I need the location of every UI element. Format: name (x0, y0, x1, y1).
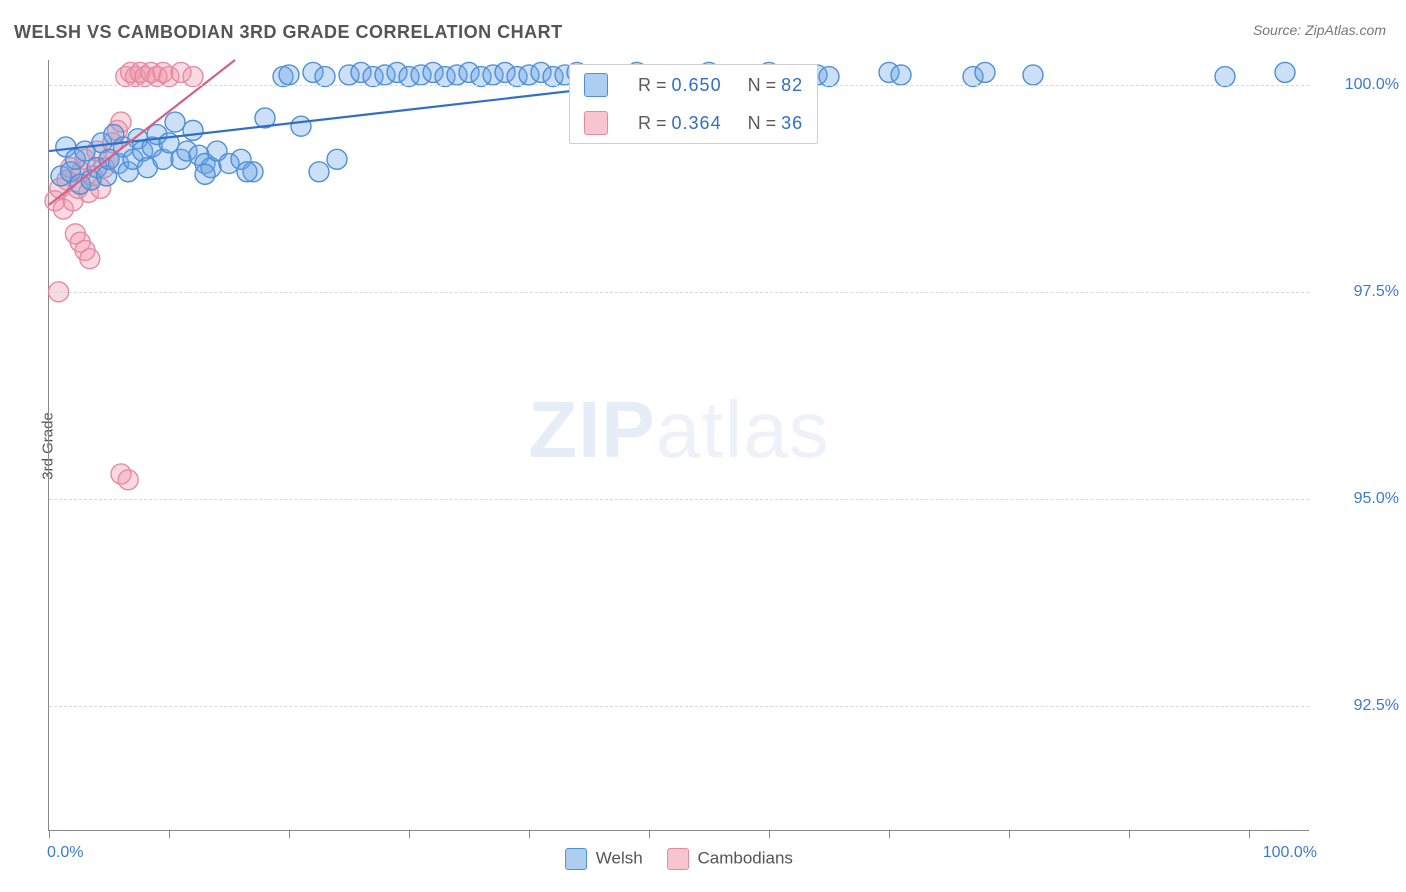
x-axis-max-label: 100.0% (1263, 844, 1317, 862)
y-tick-label: 100.0% (1319, 76, 1399, 94)
x-tick (1249, 830, 1250, 838)
data-point-welsh (291, 116, 311, 136)
stats-row-welsh: R = 0.650 N = 82 (572, 67, 815, 103)
data-point-camb (80, 249, 100, 269)
x-tick (49, 830, 50, 838)
data-point-welsh (891, 65, 911, 85)
gridline (49, 292, 1309, 293)
data-point-welsh (165, 112, 185, 132)
data-point-welsh (315, 67, 335, 87)
plot-area: ZIPatlas 100.0%97.5%95.0%92.5% 0.0% 100.… (48, 60, 1309, 831)
x-tick (1129, 830, 1130, 838)
source-attribution: Source: ZipAtlas.com (1253, 22, 1386, 38)
data-point-welsh (1023, 65, 1043, 85)
data-point-welsh (975, 62, 995, 82)
trend-line-welsh (49, 85, 625, 151)
stats-row-cambodians: R = 0.364 N = 36 (572, 105, 815, 141)
cambodians-swatch-icon (667, 848, 689, 870)
stats-legend: R = 0.650 N = 82 R = 0.364 N = 36 (569, 64, 818, 144)
legend-item-welsh: Welsh (565, 848, 643, 870)
gridline (49, 706, 1309, 707)
x-tick (289, 830, 290, 838)
cambodians-swatch-icon (584, 111, 608, 135)
data-point-welsh (237, 162, 257, 182)
data-point-welsh (1275, 62, 1295, 82)
x-axis-min-label: 0.0% (47, 844, 83, 862)
welsh-swatch-icon (584, 73, 608, 97)
y-tick-label: 95.0% (1319, 490, 1399, 508)
series-legend: Welsh Cambodians (565, 848, 793, 870)
gridline (49, 499, 1309, 500)
x-tick (1009, 830, 1010, 838)
x-tick (649, 830, 650, 838)
data-point-welsh (1215, 67, 1235, 87)
data-point-welsh (195, 164, 215, 184)
x-tick (409, 830, 410, 838)
data-point-welsh (279, 65, 299, 85)
chart-title: WELSH VS CAMBODIAN 3RD GRADE CORRELATION… (14, 22, 563, 43)
data-point-welsh (309, 162, 329, 182)
data-point-welsh (183, 120, 203, 140)
data-point-camb (118, 470, 138, 490)
data-point-camb (183, 67, 203, 87)
x-tick (529, 830, 530, 838)
scatter-canvas (49, 60, 1309, 830)
x-tick (769, 830, 770, 838)
welsh-swatch-icon (565, 848, 587, 870)
x-tick (889, 830, 890, 838)
y-tick-label: 97.5% (1319, 283, 1399, 301)
legend-item-cambodians: Cambodians (667, 848, 793, 870)
y-tick-label: 92.5% (1319, 697, 1399, 715)
x-tick (169, 830, 170, 838)
data-point-welsh (819, 67, 839, 87)
data-point-welsh (327, 149, 347, 169)
